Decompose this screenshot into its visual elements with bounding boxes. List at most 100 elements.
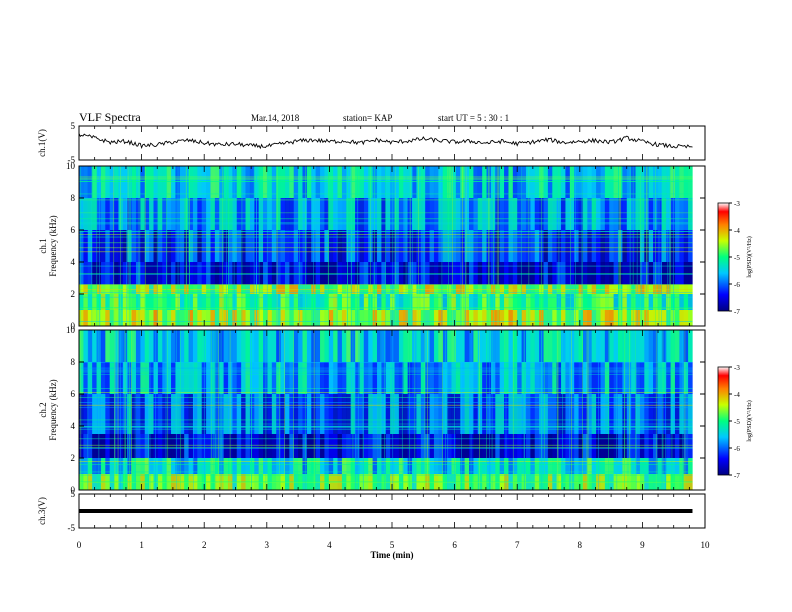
ch2-spectrogram-cell <box>587 474 592 490</box>
ch1-spectrogram-cell <box>214 198 220 230</box>
ch2-spectrogram-cell <box>219 474 224 490</box>
ch2-spectrogram-cell <box>679 434 684 458</box>
ch1-spectrogram-cell <box>512 294 518 310</box>
ch1-spectrogram-cell <box>109 284 115 294</box>
ch2-spectrogram-cell <box>385 458 391 474</box>
ch1-spectrogram-cell <box>600 284 606 294</box>
ch2-spectrogram-cell <box>311 434 316 458</box>
ch1-spectrogram-cell <box>280 284 286 294</box>
y-tick-label: 5 <box>71 121 76 131</box>
ch2-spectrogram-cell <box>223 362 229 394</box>
ch1-spectrogram-cell <box>622 294 627 310</box>
ch1-spectrogram-cell <box>245 198 251 230</box>
ch1-spectrogram-cell <box>236 198 242 230</box>
ch1-spectrogram-cell <box>249 284 255 294</box>
ch1-spectrogram-cell <box>87 310 93 326</box>
ch2-spectrogram-cell <box>118 434 124 458</box>
ch2-spectrogram-cell <box>499 330 505 362</box>
ch1-spectrogram-cell <box>276 166 281 198</box>
ch2-spectrogram-cell <box>87 394 93 434</box>
ch1-spectrogram-cell <box>547 230 553 262</box>
ch1-spectrogram-cell <box>79 230 84 262</box>
ch1-spectrogram-cell <box>565 166 570 198</box>
ch1-spectrogram-cell <box>688 166 693 198</box>
ch1-spectrogram-cell <box>328 284 334 294</box>
ch1-spectrogram-cell <box>114 230 119 262</box>
ch1-spectrogram-cell <box>425 284 430 294</box>
ch1-spectrogram-cell <box>197 294 202 310</box>
ch1-spectrogram-cell <box>372 294 378 310</box>
ch1-spectrogram-cell <box>381 294 386 310</box>
x-tick-label: 7 <box>515 540 520 550</box>
ch1-spectrogram-cell <box>394 166 400 198</box>
ch1-spectrogram-cell <box>390 230 395 262</box>
ch1-spectrogram-cell <box>162 166 167 198</box>
ch2-spectrogram-cell <box>569 458 575 474</box>
ch1-spectrogram-cell <box>245 284 251 294</box>
ch2-spectrogram-cell <box>320 394 325 434</box>
ch2-spectrogram-cell <box>271 434 277 458</box>
ch2-spectrogram-cell <box>376 458 382 474</box>
ch1-spectrogram-cell <box>249 166 255 198</box>
ch2-spectrogram-cell <box>258 458 264 474</box>
ch2-spectrogram-cell <box>587 394 592 434</box>
ch2-spectrogram-cell <box>442 362 448 394</box>
ch2-spectrogram-cell <box>482 362 487 394</box>
ch2-spectrogram-cell <box>302 394 308 434</box>
ch2-spectrogram-cell <box>223 394 229 434</box>
ch2-spectrogram-cell <box>556 394 562 434</box>
ch2-spectrogram-cell <box>271 394 277 434</box>
ch2-spectrogram-cell <box>381 362 386 394</box>
ch1-spectrogram-cell <box>341 198 347 230</box>
ch2-spectrogram-cell <box>306 458 312 474</box>
ch2-spectrogram-cell <box>412 458 417 474</box>
ch1-spectrogram-cell <box>96 166 102 198</box>
ch2-spectrogram-cell <box>214 434 220 458</box>
ch2-spectrogram-cell <box>267 394 273 434</box>
ch2-spectrogram-cell <box>105 474 110 490</box>
ch1-spectrogram-cell <box>587 284 592 294</box>
ch2-spectrogram-cell <box>565 434 570 458</box>
ch2-spectrogram-cell <box>153 330 159 362</box>
ch2-spectrogram-cell <box>530 362 535 394</box>
ch1-spectrogram-cell <box>530 310 535 326</box>
ch1-spectrogram-cell <box>683 294 689 310</box>
ch1-spectrogram-cell <box>241 284 246 294</box>
ch1-spectrogram-cell <box>670 166 676 198</box>
ch2-spectrogram-cell <box>197 330 202 362</box>
ch2-spectrogram-cell <box>157 394 163 434</box>
ch2-spectrogram-cell <box>206 474 211 490</box>
ch2-spectrogram-cell <box>306 394 312 434</box>
ch2-spectrogram-cell <box>359 394 365 434</box>
ch2-spectrogram-cell <box>144 362 150 394</box>
ch1-spectrogram-cell <box>381 166 386 198</box>
ch1-spectrogram-cell <box>157 294 163 310</box>
ch2-spectrogram-cell <box>609 330 614 362</box>
ch2-spectrogram-cell <box>561 434 566 458</box>
ch1-spectrogram-cell <box>688 284 693 294</box>
ch1-spectrogram-cell <box>114 198 119 230</box>
ch1-spectrogram-cell <box>455 294 461 310</box>
ch1-spectrogram-cell <box>530 166 535 198</box>
ch1-spectrogram-cell <box>122 198 128 230</box>
ch2-spectrogram-cell <box>162 330 167 362</box>
ch1-spectrogram-cell <box>666 230 671 262</box>
ch2-spectrogram-cell <box>679 474 684 490</box>
ch1-spectrogram-cell <box>504 284 509 294</box>
ch1-spectrogram-cell <box>394 284 400 294</box>
ch2-spectrogram-cell <box>276 434 281 458</box>
ch1-spectrogram-cell <box>210 198 216 230</box>
ch2-spectrogram-cell <box>140 474 145 490</box>
x-tick-label: 9 <box>640 540 645 550</box>
ch1-spectrogram-cell <box>442 166 448 198</box>
ch2-spectrogram-cell <box>543 330 549 362</box>
ch1-spectrogram-cell <box>79 166 84 198</box>
ch1-spectrogram-cell <box>683 284 689 294</box>
ch2-spectrogram-cell <box>100 434 106 458</box>
ch2-spectrogram-cell <box>420 434 426 458</box>
ch1-spectrogram-cell <box>477 284 483 294</box>
ch1-spectrogram-cell <box>666 310 671 326</box>
ch1-spectrogram-cell <box>350 284 356 294</box>
ch1-spectrogram-cell <box>416 230 421 262</box>
ch2-spectrogram-cell <box>232 434 237 458</box>
